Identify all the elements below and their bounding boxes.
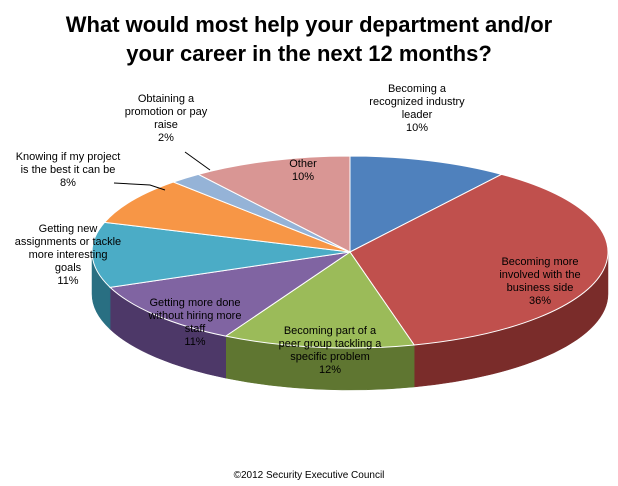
slice-label-line-promotion: promotion or pay (125, 106, 208, 118)
slice-label-line-assign: goals (55, 262, 82, 274)
slice-pct-leader: 10% (406, 122, 428, 134)
slice-label-line-assign: more interesting (29, 249, 108, 261)
slice-pct-hiring: 11% (184, 336, 205, 348)
slice-label-line-business: business side (507, 282, 574, 294)
slice-label-line-peer: specific problem (290, 351, 369, 363)
slice-label-line-peer: peer group tackling a (279, 338, 383, 350)
leader-lines (113, 151, 211, 191)
slice-pct-business: 36% (529, 295, 551, 307)
chart-title-line-2: your career in the next 12 months? (126, 41, 492, 66)
copyright-footer: ©2012 Security Executive Council (234, 470, 385, 481)
slice-label-line-promotion: raise (154, 119, 178, 131)
slice-label-line-business: Becoming more (501, 256, 578, 268)
pie-tops (91, 155, 609, 349)
slice-pct-assign: 11% (57, 275, 78, 287)
slice-business (349, 173, 609, 346)
slice-pct-other: 10% (292, 171, 314, 183)
slice-peer (224, 251, 416, 349)
slice-label-line-leader: leader (402, 109, 433, 121)
slice-other (196, 155, 351, 253)
slice-project (103, 181, 351, 253)
slice-label-line-project: is the best it can be (21, 164, 116, 176)
slice-label-line-hiring: without hiring more (148, 310, 242, 322)
slice-label-line-promotion: Obtaining a (138, 93, 195, 105)
slice-label-line-leader: Becoming a (388, 83, 447, 95)
slice-label-line-assign: assignments or tackle (15, 236, 121, 248)
slice-label-line-business: involved with the (499, 269, 580, 281)
leader-line-promotion (184, 151, 211, 171)
slice-label-line-assign: Getting new (39, 223, 98, 235)
slice-label-line-hiring: Getting more done (149, 297, 240, 309)
slice-pct-promotion: 2% (158, 132, 174, 144)
slice-hiring (109, 251, 351, 337)
slice-pct-project: 8% (60, 177, 76, 189)
slice-label-line-other: Other (289, 158, 317, 170)
slice-assign (91, 221, 351, 288)
chart-title-line-1: What would most help your department and… (66, 12, 553, 37)
leader-line-project (113, 182, 166, 191)
slice-leader (349, 155, 504, 253)
slice-label-line-leader: recognized industry (369, 96, 465, 108)
slice-label-line-project: Knowing if my project (16, 151, 121, 163)
slice-label-line-hiring: staff (185, 323, 207, 335)
slice-pct-peer: 12% (319, 364, 341, 376)
slice-label-line-peer: Becoming part of a (284, 325, 377, 337)
